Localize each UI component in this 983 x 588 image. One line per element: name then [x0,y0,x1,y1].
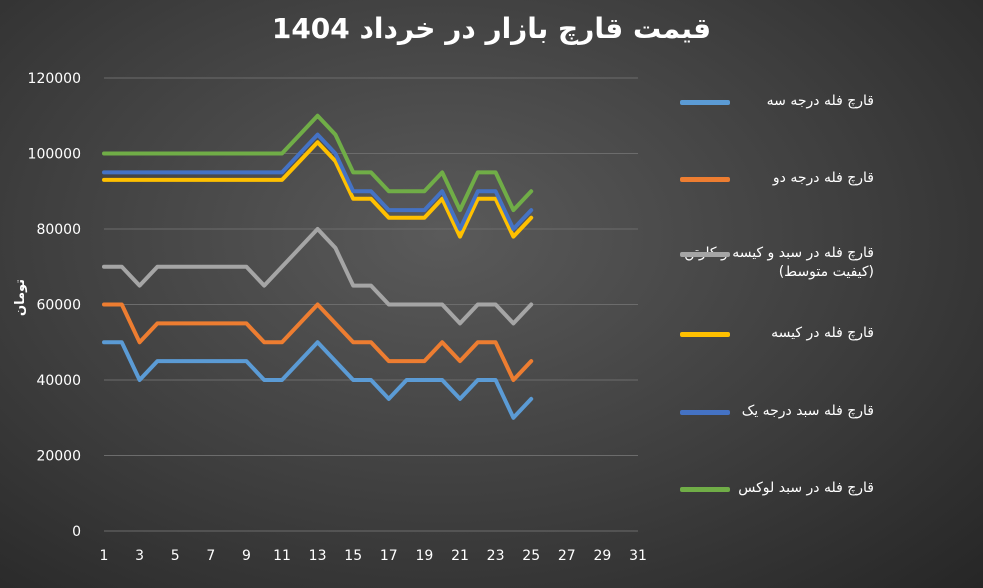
x-tick-label: 23 [487,548,505,564]
legend-swatch [680,410,730,415]
series-line-3 [102,227,534,326]
x-tick-label: 9 [242,548,251,564]
legend-swatch [680,487,730,492]
y-tick-label: 120000 [28,71,81,87]
x-tick-label: 17 [380,548,398,564]
legend-label: قارچ فله سبد درجه یک [741,403,874,419]
legend-swatch [680,252,730,257]
x-tick-label: 19 [415,548,433,564]
x-tick-label: 13 [309,548,327,564]
legend-label: قارچ فله در کیسه [771,325,874,341]
legend-swatch [680,100,730,105]
legend-item: قارچ فله در سبد و کیسه و کارتن (کیفیت مت… [676,244,976,282]
series-line-5 [102,132,534,231]
x-tick-label: 1 [100,548,109,564]
legend-item: قارچ فله سبد درجه یک [676,402,976,421]
y-tick-label: 20000 [36,449,81,465]
legend-swatch [680,332,730,337]
series-line-2 [102,302,534,382]
y-tick-label: 0 [72,524,81,540]
x-tick-label: 11 [273,548,291,564]
legend-label: قارچ فله در سبد لوکس [738,480,874,496]
x-tick-label: 15 [344,548,362,564]
legend-label: قارچ فله درجه سه [766,93,874,109]
chart-title: قیمت قارچ بازار در خرداد 1404 [271,12,712,45]
legend-swatch [680,177,730,182]
y-tick-label: 40000 [36,373,81,389]
series-line-1 [102,340,534,420]
legend-item: قارچ فله در کیسه [676,324,976,343]
legend-item: قارچ فله در سبد لوکس [676,479,976,498]
x-tick-label: 27 [558,548,576,564]
x-tick-label: 3 [135,548,144,564]
series-line-6 [102,113,534,213]
x-tick-label: 5 [171,548,180,564]
y-tick-label: 80000 [36,222,81,238]
x-tick-label: 21 [451,548,469,564]
x-tick-label: 7 [206,548,215,564]
series-line-4 [102,140,534,239]
legend-item: قارچ فله درجه سه [676,92,976,111]
x-tick-label: 25 [522,548,540,564]
x-tick-label: 29 [593,548,611,564]
y-tick-label: 100000 [28,147,81,163]
y-tick-label: 60000 [36,298,81,314]
legend-item: قارچ فله درجه دو [676,169,976,188]
x-tick-label: 31 [629,548,647,564]
legend-label: قارچ فله در سبد و کیسه و کارتن (کیفیت مت… [684,245,874,280]
legend-label: قارچ فله درجه دو [772,170,874,186]
